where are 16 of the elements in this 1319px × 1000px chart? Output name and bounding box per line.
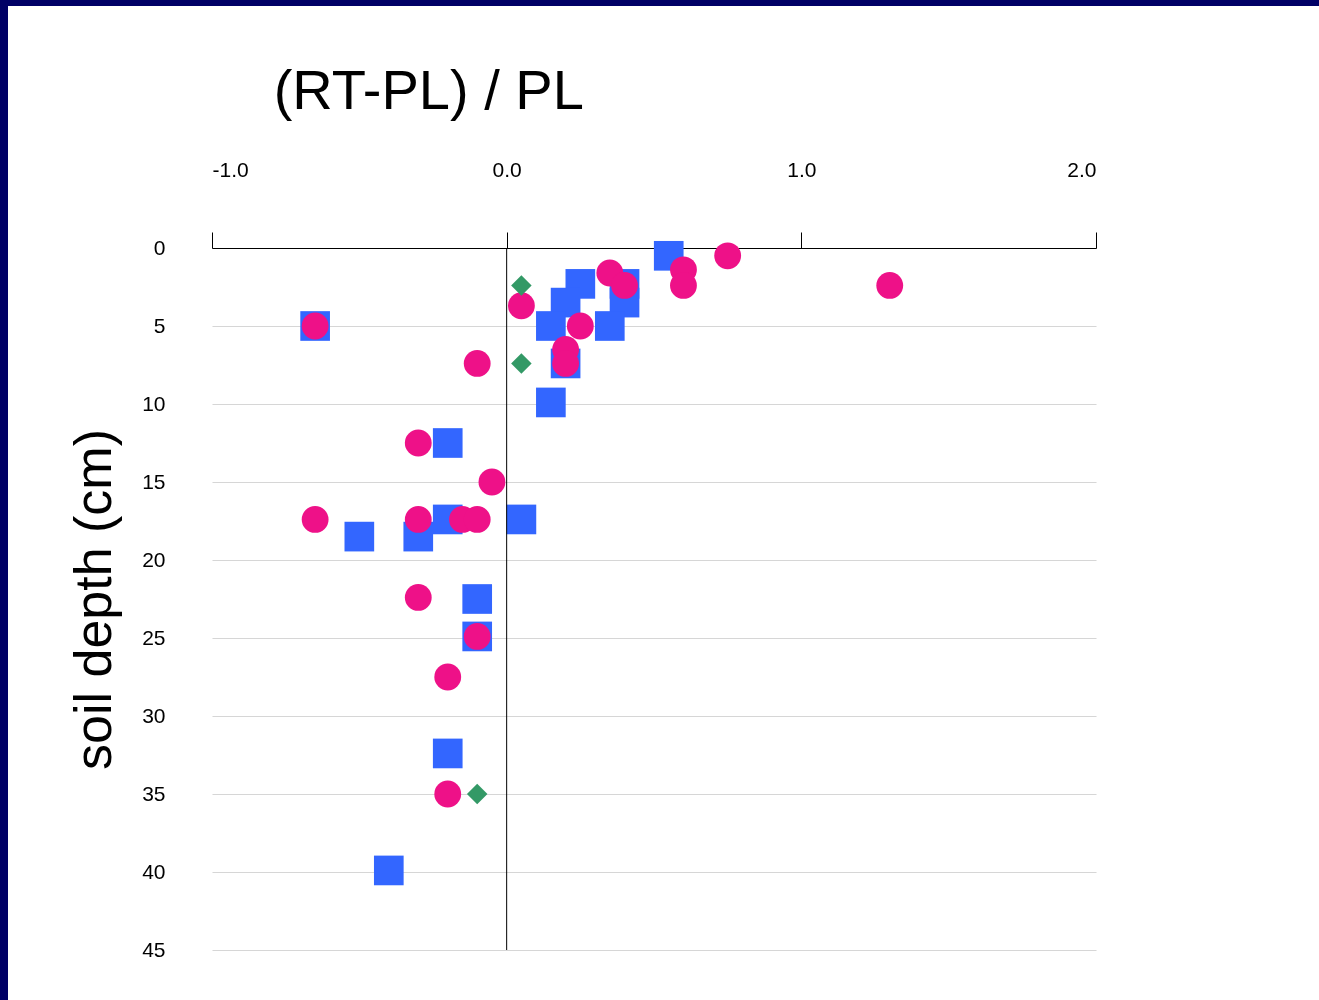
y-tick-label: 10 [142,391,166,415]
x-tick-label: 1.0 [787,157,817,181]
y-tick-label: 15 [142,469,166,493]
y-tick-label: 30 [142,703,166,727]
y-tick-label: 40 [142,859,166,883]
chart-title: (RT-PL) / PL [273,58,584,121]
y-tick-label: 0 [153,235,166,259]
y-tick-label: 20 [142,547,166,571]
x-tick-label: 2.0 [1067,157,1097,181]
x-tick-label: -1.0 [212,157,249,181]
y-axis-title: soil depth (cm) [64,429,123,770]
y-tick-label: 25 [142,625,166,649]
y-tick-label: 5 [153,313,166,337]
y-tick-label: 45 [142,937,166,961]
x-tick-label: 0.0 [492,157,522,181]
y-tick-label: 35 [142,781,166,805]
